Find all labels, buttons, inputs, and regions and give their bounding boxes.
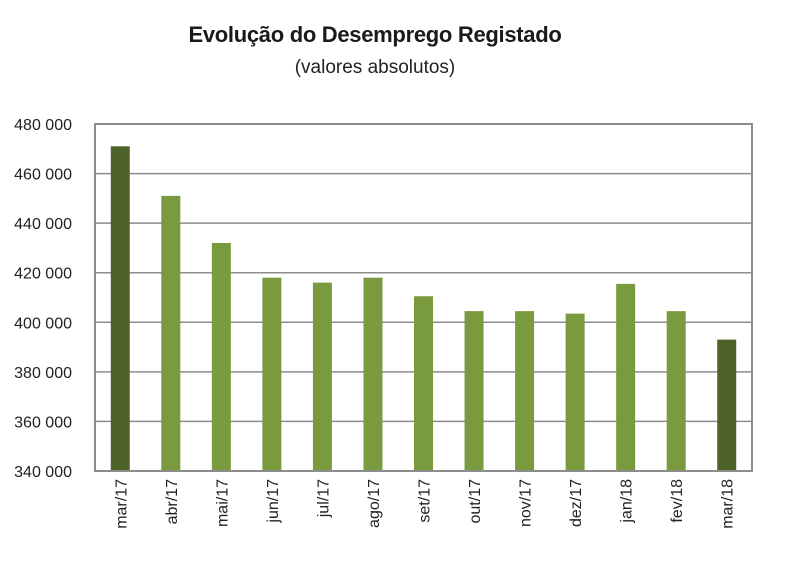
bar bbox=[464, 311, 484, 471]
bar bbox=[312, 282, 332, 471]
x-tick-label: jun/17 bbox=[265, 479, 282, 524]
y-tick-label: 420 000 bbox=[14, 266, 72, 283]
y-tick-label: 400 000 bbox=[14, 315, 72, 332]
x-tick-label: jan/18 bbox=[619, 479, 636, 524]
x-tick-label: mar/18 bbox=[720, 479, 737, 529]
bar bbox=[414, 296, 433, 471]
x-tick-label: nov/17 bbox=[518, 479, 535, 527]
bar bbox=[515, 311, 535, 471]
y-tick-label: 340 000 bbox=[14, 464, 72, 481]
bar bbox=[616, 283, 636, 471]
x-tick-label: fev/18 bbox=[669, 479, 686, 523]
bar bbox=[363, 277, 383, 471]
x-tick-label: abr/17 bbox=[164, 479, 181, 524]
bar bbox=[262, 277, 282, 471]
y-tick-label: 480 000 bbox=[14, 117, 72, 134]
bars bbox=[110, 146, 737, 472]
bar bbox=[161, 195, 181, 471]
x-tick-label: set/17 bbox=[417, 479, 434, 523]
x-tick-label: dez/17 bbox=[568, 479, 585, 527]
x-axis-ticks: mar/17 abr/17 mai/17 jun/17 jul/17 ago/17 set/… bbox=[113, 479, 736, 529]
x-tick-label: mar/17 bbox=[113, 479, 130, 529]
chart-subtitle: (valores absolutos) bbox=[294, 57, 456, 78]
bar bbox=[717, 339, 737, 471]
x-tick-label: ago/17 bbox=[366, 479, 383, 528]
y-tick-label: 440 000 bbox=[14, 216, 72, 233]
plot-frame bbox=[94, 123, 753, 472]
y-tick-label: 380 000 bbox=[14, 365, 72, 382]
x-tick-label: out/17 bbox=[467, 479, 484, 524]
y-tick-label: 360 000 bbox=[14, 414, 72, 431]
bar bbox=[565, 313, 585, 471]
y-axis-ticks: 340 000 360 000 380 000 400 000 420 000 440 0… bbox=[14, 117, 72, 481]
bar bbox=[211, 242, 231, 471]
bar bbox=[110, 146, 130, 472]
x-tick-label: mai/17 bbox=[214, 479, 231, 527]
bar bbox=[666, 311, 686, 471]
y-tick-label: 460 000 bbox=[14, 167, 72, 184]
x-tick-label: jul/17 bbox=[315, 479, 332, 518]
chart-title: Evolução do Desemprego Registado bbox=[188, 22, 562, 47]
